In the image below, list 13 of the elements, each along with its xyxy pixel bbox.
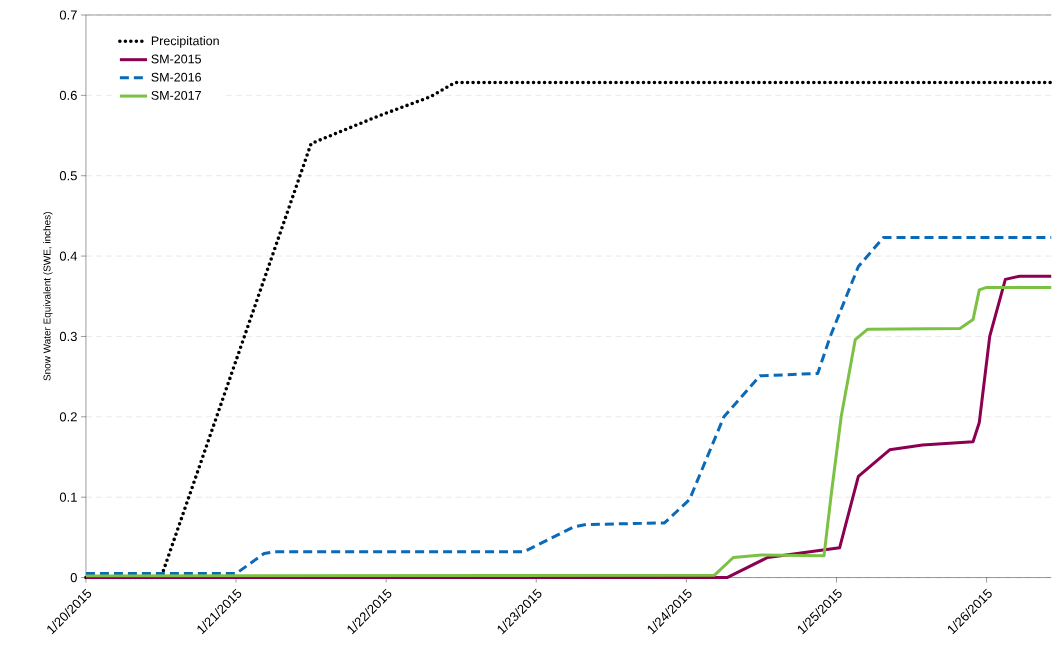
y-tick-label: 0.6 bbox=[59, 91, 77, 101]
y-tick-label: 0.4 bbox=[59, 251, 78, 261]
y-tick-label: 0 bbox=[70, 573, 77, 583]
y-tick-label: 0.2 bbox=[59, 412, 77, 422]
legend-label: SM-2015 bbox=[151, 54, 202, 64]
legend-label: SM-2017 bbox=[151, 91, 201, 101]
y-tick-label: 0.1 bbox=[59, 492, 77, 503]
y-axis-title: Snow Water Equivalent (SWE, inches) bbox=[43, 212, 53, 381]
y-tick-label: 0.3 bbox=[59, 332, 77, 342]
legend-label: SM-2016 bbox=[151, 73, 201, 82]
legend-label: Precipitation bbox=[151, 36, 219, 48]
y-tick-label: 0.7 bbox=[59, 10, 77, 20]
y-tick-label: 0.5 bbox=[59, 171, 77, 181]
